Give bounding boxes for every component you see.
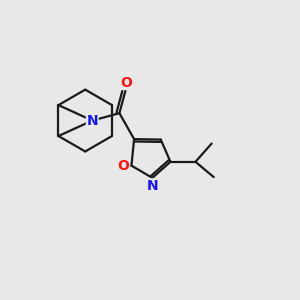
Text: N: N [146,179,158,193]
Text: O: O [117,159,129,172]
Text: O: O [120,76,132,90]
Text: N: N [86,114,98,128]
